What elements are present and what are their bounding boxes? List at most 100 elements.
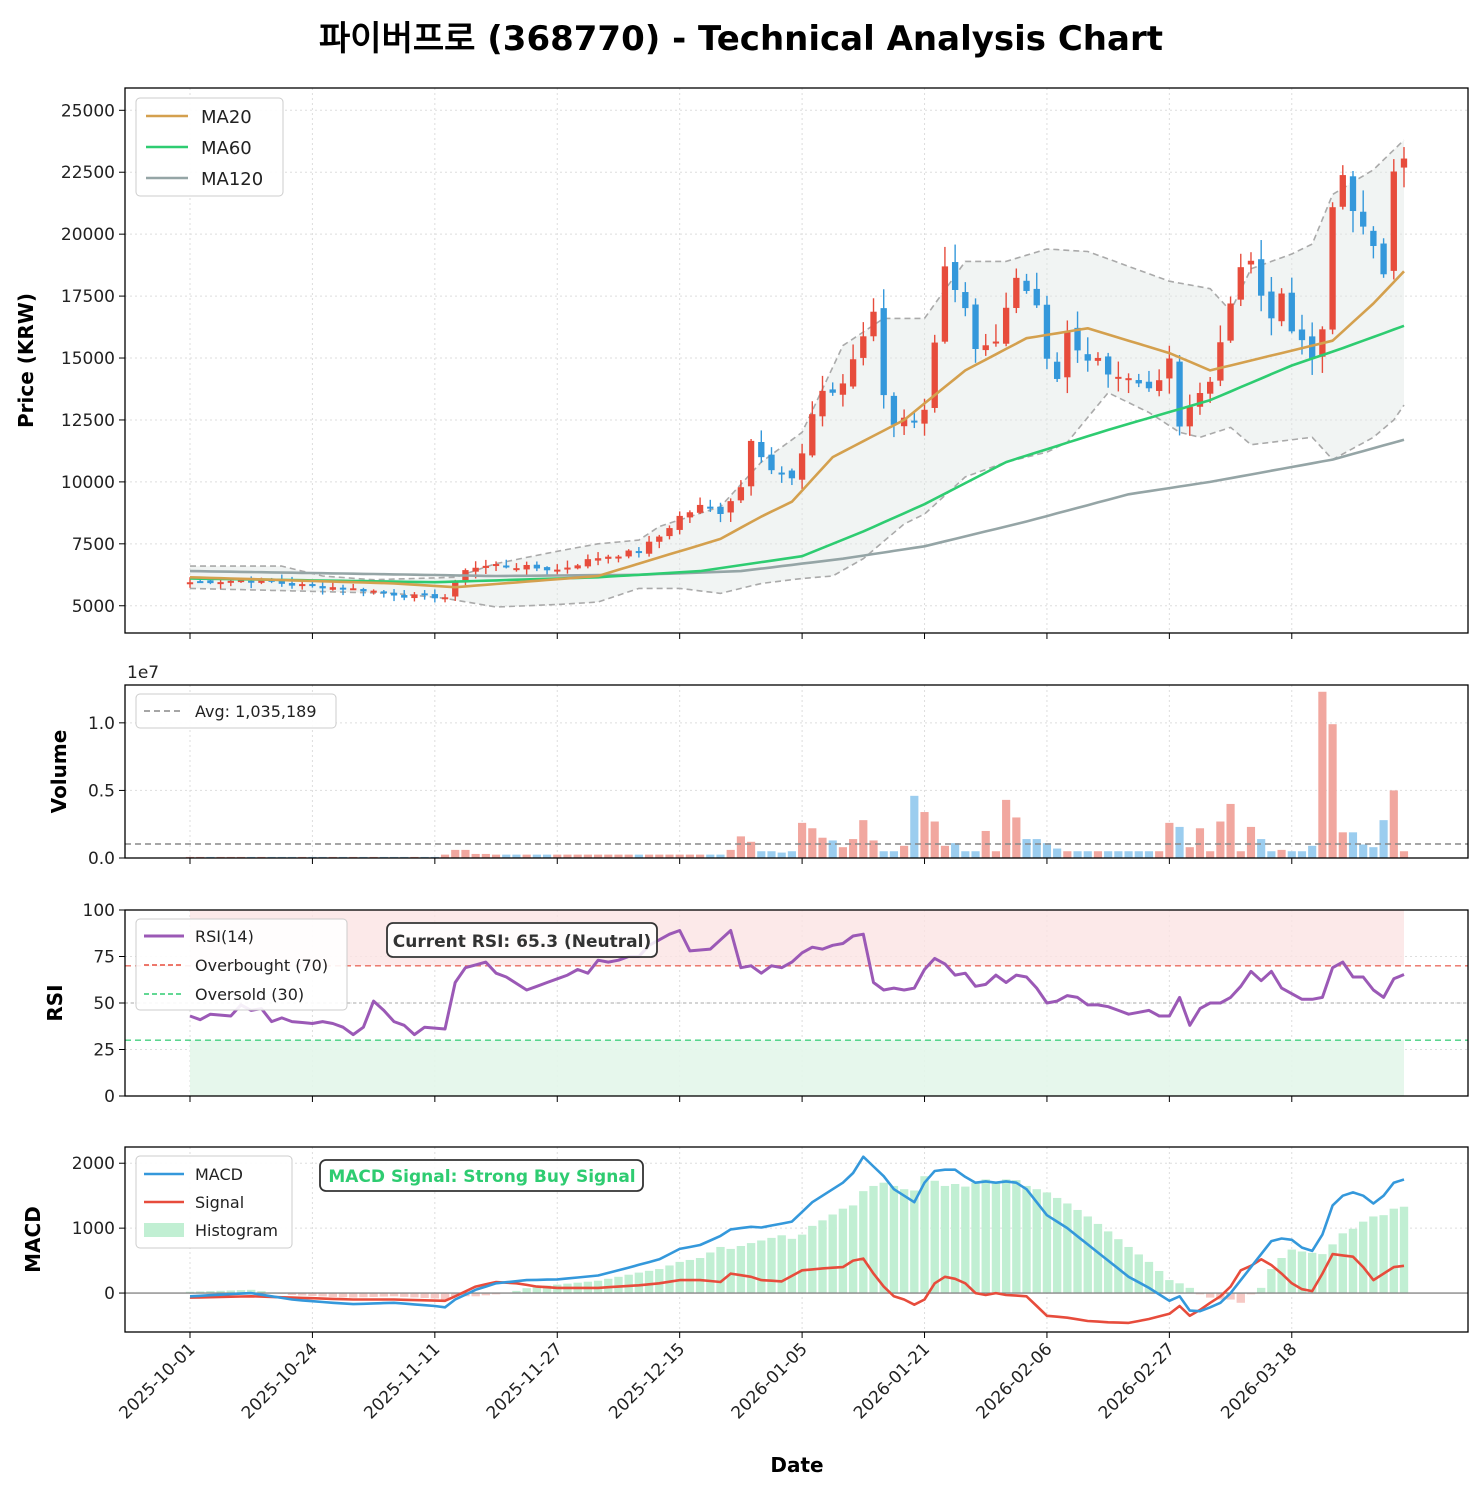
candle-body bbox=[1380, 243, 1387, 275]
macd-histogram-bar bbox=[950, 1184, 960, 1294]
candle-body bbox=[1298, 329, 1306, 341]
macd-histogram-bar bbox=[451, 1293, 460, 1297]
volume-bar bbox=[757, 851, 766, 858]
candle-body bbox=[819, 390, 826, 417]
candle-body bbox=[951, 262, 959, 290]
candle-body bbox=[1400, 158, 1408, 168]
volume-bar bbox=[563, 854, 572, 858]
volume-bar bbox=[1318, 691, 1327, 858]
candle-body bbox=[839, 383, 847, 395]
candle-body bbox=[1288, 292, 1295, 332]
macd-histogram-bar bbox=[910, 1190, 919, 1294]
candle-body bbox=[258, 579, 265, 583]
macd-histogram-bar bbox=[859, 1191, 868, 1294]
macd-histogram-bar bbox=[685, 1259, 695, 1294]
macd-histogram-bar bbox=[400, 1293, 409, 1297]
volume-bar bbox=[991, 851, 1001, 858]
price-ytick-label: 12500 bbox=[61, 411, 115, 431]
macd-histogram-bar bbox=[1032, 1189, 1041, 1294]
x-tick-label: 2026-01-21 bbox=[850, 1339, 934, 1423]
volume-bar bbox=[675, 854, 684, 858]
candle-body bbox=[1247, 260, 1255, 265]
rsi-annotation: Current RSI: 65.3 (Neutral) bbox=[393, 932, 651, 952]
candle-body bbox=[543, 567, 551, 571]
bollinger-band-fill bbox=[190, 140, 1404, 607]
volume-bar bbox=[706, 854, 715, 858]
volume-bar bbox=[940, 845, 950, 858]
candle-body bbox=[1360, 211, 1367, 227]
rsi-line bbox=[189, 929, 1405, 1037]
volume-bar bbox=[920, 812, 929, 858]
volume-bar bbox=[961, 851, 970, 858]
macd-histogram-bar bbox=[971, 1182, 980, 1294]
macd-ytick-label: 2000 bbox=[72, 1154, 115, 1174]
candle-body bbox=[1104, 356, 1112, 375]
macd-ylabel: MACD bbox=[21, 1206, 45, 1273]
volume-bar bbox=[1175, 826, 1184, 858]
macd-histogram-bar bbox=[1165, 1280, 1174, 1294]
macd-histogram-bar bbox=[1042, 1192, 1052, 1294]
volume-frame bbox=[124, 684, 1469, 859]
volume-bar bbox=[634, 854, 643, 858]
candle-body bbox=[605, 556, 612, 559]
x-tick-label: 2026-01-05 bbox=[728, 1339, 812, 1423]
macd-histogram-bar bbox=[542, 1285, 552, 1294]
rsi-legend-label: Overbought (70) bbox=[195, 956, 328, 975]
macd-histogram-bar bbox=[1226, 1293, 1235, 1300]
x-tick-label: 2026-02-27 bbox=[1095, 1339, 1179, 1423]
candle-body bbox=[992, 341, 1000, 344]
volume-bar bbox=[440, 854, 450, 858]
volume-bar bbox=[696, 854, 705, 858]
x-tick-label: 2025-11-11 bbox=[360, 1339, 444, 1423]
candle-body bbox=[217, 582, 224, 585]
volume-bar bbox=[532, 854, 541, 858]
volume-legend-label: Avg: 1,035,189 bbox=[195, 702, 317, 721]
volume-bar bbox=[767, 851, 776, 858]
macd-histogram-bar bbox=[226, 1290, 235, 1294]
volume-bar bbox=[1155, 851, 1164, 858]
volume-bar bbox=[461, 849, 470, 858]
volume-bar bbox=[1114, 851, 1123, 858]
macd-annotation-box bbox=[319, 1159, 644, 1192]
macd-histogram-bar bbox=[440, 1293, 450, 1300]
candle-body bbox=[900, 417, 908, 427]
volume-bar bbox=[910, 795, 919, 858]
volume-bar bbox=[502, 854, 511, 858]
volume-bar bbox=[808, 828, 817, 858]
volume-bar bbox=[593, 854, 603, 858]
volume-bar bbox=[849, 839, 858, 858]
macd-histogram-bar bbox=[675, 1261, 684, 1294]
volume-bar bbox=[818, 837, 827, 858]
macd-histogram-bar bbox=[1297, 1251, 1307, 1294]
macd-histogram-bar bbox=[1287, 1249, 1296, 1294]
candle-body bbox=[656, 536, 663, 542]
price-frame bbox=[124, 87, 1469, 634]
rsi-legend-label: Oversold (30) bbox=[195, 985, 304, 1004]
macd-histogram-bar bbox=[430, 1293, 440, 1299]
volume-bar bbox=[1124, 851, 1133, 858]
candle-body bbox=[829, 389, 836, 393]
volume-bar bbox=[1348, 832, 1358, 858]
candle-body bbox=[768, 454, 775, 471]
macd-histogram-bar bbox=[1144, 1261, 1154, 1294]
x-tick-label: 2025-10-24 bbox=[238, 1339, 322, 1423]
candle-body bbox=[441, 597, 449, 600]
candle-body bbox=[1207, 381, 1214, 394]
candle-body bbox=[1390, 171, 1397, 271]
volume-bar bbox=[1073, 851, 1082, 858]
volume-bar bbox=[624, 854, 633, 858]
macd-histogram-bar bbox=[869, 1185, 878, 1294]
candle-body bbox=[574, 565, 581, 569]
candle-body bbox=[319, 586, 326, 589]
candle-body bbox=[931, 342, 938, 408]
price-legend-box bbox=[135, 97, 284, 197]
macd-histogram-bar bbox=[318, 1293, 327, 1297]
macd-histogram-bar bbox=[1369, 1216, 1378, 1294]
macd-histogram-bar bbox=[1001, 1179, 1011, 1294]
candle-body bbox=[982, 345, 989, 351]
candle-body bbox=[696, 504, 704, 513]
candle-body bbox=[1339, 175, 1346, 207]
candle-body bbox=[880, 308, 887, 396]
macd-histogram-bar bbox=[767, 1237, 776, 1294]
macd-histogram-bar bbox=[389, 1293, 399, 1297]
